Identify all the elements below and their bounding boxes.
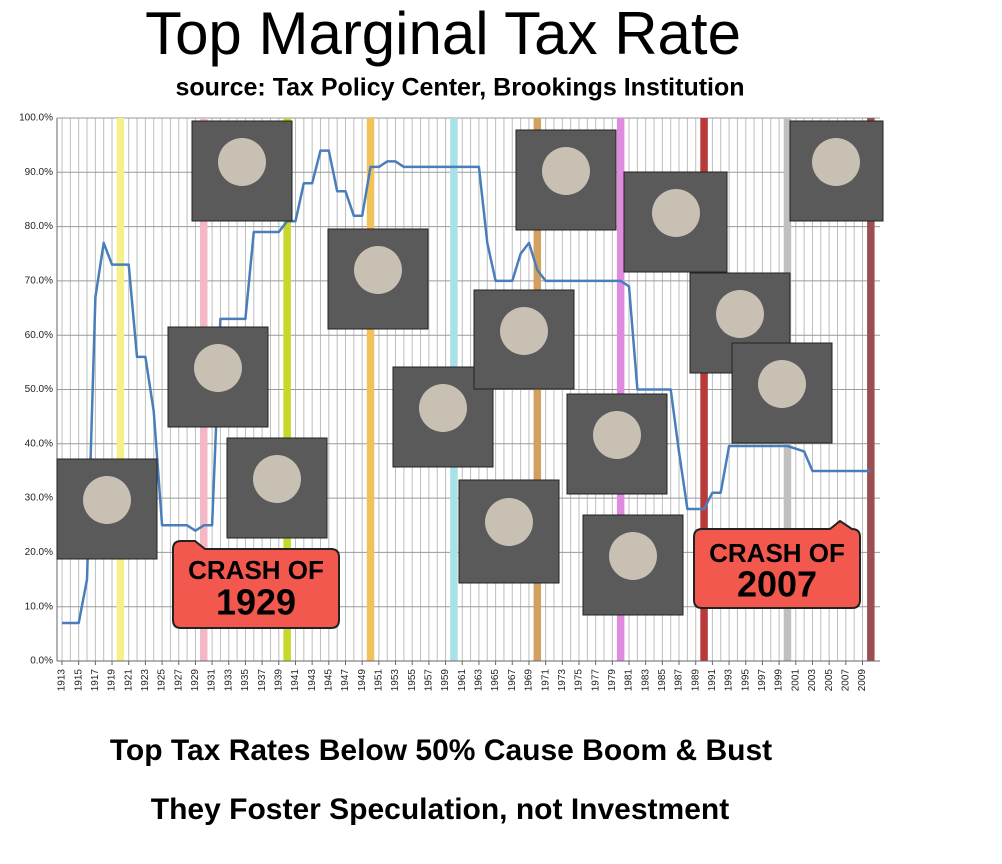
y-tick-label: 0.0% [30,656,53,667]
x-tick-label: 1913 [57,669,68,692]
x-tick-label: 1957 [424,669,435,692]
x-tick-label: 1935 [240,669,251,692]
x-tick-label: 1941 [290,669,301,692]
photo-silhouettes [83,138,860,580]
x-tick-label: 1945 [323,669,334,692]
x-tick-label: 1939 [273,669,284,692]
y-tick-label: 10.0% [25,601,53,612]
decade-band [116,118,125,661]
x-tick-label: 1977 [590,669,601,692]
x-tick-label: 1947 [340,669,351,692]
x-tick-label: 1981 [624,669,635,692]
x-tick-label: 1951 [374,669,385,692]
x-tick-label: 1931 [207,669,218,692]
x-tick-label: 2001 [790,669,801,692]
callout-text: CRASH OF [709,538,845,568]
x-tick-label: 1953 [390,669,401,692]
x-tick-label: 1965 [490,669,501,692]
y-tick-label: 100.0% [19,113,53,124]
x-tick-label: 1915 [73,669,84,692]
x-tick-label: 1997 [757,669,768,692]
photo [458,479,560,584]
decade-band [616,118,625,661]
x-tick-label: 1973 [557,669,568,692]
x-tick-label: 1919 [107,669,118,692]
photo [327,228,429,330]
x-tick-label: 1983 [640,669,651,692]
y-tick-label: 80.0% [25,221,53,232]
x-tick-label: 1929 [190,669,201,692]
callout-text: 2007 [737,564,817,605]
crash-callout [172,540,340,629]
y-tick-label: 20.0% [25,547,53,558]
decade-band [366,118,375,661]
chart-title: Top Marginal Tax Rate [145,0,741,67]
x-tick-label: 1971 [540,669,551,692]
x-tick-label: 1917 [90,669,101,692]
x-tick-label: 2009 [857,669,868,692]
x-tick-label: 1979 [607,669,618,692]
x-tick-label: 1925 [157,669,168,692]
x-tick-label: 1999 [774,669,785,692]
x-tick-label: 1989 [690,669,701,692]
x-tick-label: 1975 [574,669,585,692]
x-tick-label: 1955 [407,669,418,692]
x-tick-label: 1923 [140,669,151,692]
y-tick-label: 90.0% [25,167,53,178]
x-tick-label: 1943 [307,669,318,692]
x-tick-label: 1987 [674,669,685,692]
x-tick-label: 1985 [657,669,668,692]
x-tick-label: 1995 [740,669,751,692]
data-line [62,149,871,625]
callout-text: 1929 [216,582,296,623]
decade-band [867,118,875,661]
decade-band [700,118,708,661]
footer-text: They Foster Speculation, not Investment [151,793,729,826]
x-tick-label: 1933 [223,669,234,692]
x-tick-label: 1969 [524,669,535,692]
x-tick-label: 1959 [440,669,451,692]
x-tick-label: 1967 [507,669,518,692]
y-tick-label: 70.0% [25,276,53,287]
chart-subtitle: source: Tax Policy Center, Brookings Ins… [175,74,744,102]
x-tick-label: 2003 [807,669,818,692]
y-tick-label: 40.0% [25,438,53,449]
callout-text: CRASH OF [188,555,324,585]
x-tick-label: 1961 [457,669,468,692]
x-tick-label: 2005 [824,669,835,692]
y-tick-label: 60.0% [25,330,53,341]
x-tick-label: 2007 [840,669,851,692]
decade-band [283,118,291,661]
x-tick-label: 1993 [724,669,735,692]
crash-callout [693,519,861,609]
x-tick-label: 1927 [173,669,184,692]
x-tick-label: 1991 [707,669,718,692]
y-tick-label: 50.0% [25,384,53,395]
x-tick-label: 1949 [357,669,368,692]
x-tick-label: 1921 [123,669,134,692]
x-tick-label: 1963 [474,669,485,692]
footer-text: Top Tax Rates Below 50% Cause Boom & Bus… [110,734,772,767]
x-tick-label: 1937 [257,669,268,692]
y-tick-label: 30.0% [25,493,53,504]
